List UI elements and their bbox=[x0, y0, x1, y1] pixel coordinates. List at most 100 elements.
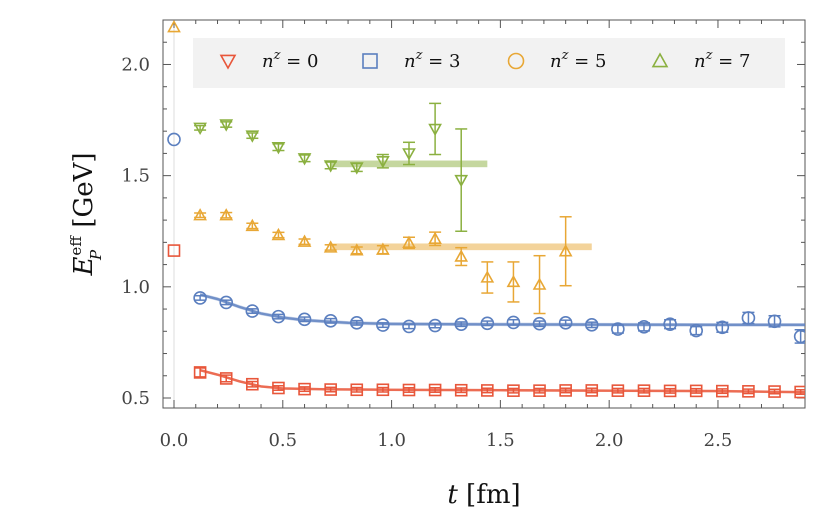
data-point bbox=[716, 384, 729, 398]
legend-label-0: nz = 0 bbox=[262, 48, 318, 72]
legend-background bbox=[193, 38, 785, 88]
data-point bbox=[402, 319, 416, 334]
data-point bbox=[219, 119, 234, 132]
data-point bbox=[193, 291, 207, 305]
data-point bbox=[454, 383, 468, 397]
legend-marker-3 bbox=[651, 52, 669, 68]
x-tick-label: 2.0 bbox=[595, 430, 624, 451]
x-tick-label: 1.5 bbox=[486, 430, 515, 451]
data-point bbox=[689, 323, 704, 338]
x-tick-label: 1.0 bbox=[377, 430, 406, 451]
data-point bbox=[611, 384, 625, 397]
data-point bbox=[297, 153, 312, 166]
data-point bbox=[480, 316, 495, 331]
t0-data-point bbox=[167, 132, 181, 147]
data-point bbox=[402, 148, 416, 161]
data-point bbox=[272, 381, 285, 395]
series-1 bbox=[167, 132, 805, 344]
data-point bbox=[428, 383, 442, 397]
data-point bbox=[349, 243, 364, 256]
data-point bbox=[794, 385, 805, 399]
plot-area bbox=[167, 20, 805, 399]
series-2 bbox=[167, 20, 592, 315]
data-point bbox=[402, 235, 416, 248]
fit-curve bbox=[199, 293, 805, 327]
data-point bbox=[454, 317, 469, 331]
data-point bbox=[532, 316, 547, 331]
legend-label-2: nz = 5 bbox=[550, 48, 606, 72]
legend-marker-2 bbox=[507, 52, 525, 70]
y-tick-label: 0.5 bbox=[121, 388, 150, 409]
data-point bbox=[506, 274, 521, 288]
data-point bbox=[323, 314, 338, 328]
data-point bbox=[376, 242, 390, 255]
legend-label-1: nz = 3 bbox=[404, 48, 460, 72]
series-3 bbox=[193, 102, 488, 232]
data-point bbox=[219, 295, 234, 310]
data-point bbox=[637, 384, 651, 397]
y-tick-label: 1.0 bbox=[121, 277, 150, 298]
data-point bbox=[245, 218, 260, 232]
legend: nz = 0 nz = 3 nz = 5 nz = 7 bbox=[193, 38, 785, 88]
data-point bbox=[611, 322, 625, 336]
data-point bbox=[663, 317, 677, 331]
data-point bbox=[715, 320, 730, 335]
data-point bbox=[558, 316, 573, 330]
data-point bbox=[376, 383, 390, 397]
data-point bbox=[533, 384, 546, 397]
data-point bbox=[271, 309, 286, 324]
data-point bbox=[193, 122, 207, 135]
x-tick-label: 0.5 bbox=[268, 430, 297, 451]
data-point bbox=[219, 208, 234, 221]
x-tick-label: 2.5 bbox=[704, 430, 733, 451]
data-point bbox=[297, 312, 312, 327]
data-point bbox=[768, 385, 781, 398]
data-point bbox=[219, 372, 233, 385]
data-point bbox=[428, 231, 442, 244]
fit-band bbox=[200, 292, 805, 327]
data-point bbox=[767, 314, 782, 329]
y-tick-label: 1.5 bbox=[121, 166, 150, 187]
data-point bbox=[507, 384, 520, 397]
t0-data-point bbox=[167, 20, 181, 33]
axis-ticks: 0.0 0.5 1.0 1.5 2.0 2.5 0.5 1.0 1.5 2.0 bbox=[121, 20, 806, 451]
data-point bbox=[376, 318, 390, 332]
data-point bbox=[428, 123, 442, 137]
data-point bbox=[532, 277, 547, 290]
data-point bbox=[454, 174, 469, 188]
legend-marker-0 bbox=[219, 54, 237, 70]
y-axis-label: Eeff P [GeV] bbox=[67, 152, 105, 276]
data-point bbox=[663, 384, 677, 398]
legend-marker-1 bbox=[362, 53, 378, 69]
data-point bbox=[324, 383, 337, 396]
data-point bbox=[350, 383, 364, 397]
data-point bbox=[585, 384, 599, 397]
data-point bbox=[245, 130, 260, 143]
data-point bbox=[584, 318, 599, 332]
data-point bbox=[506, 315, 521, 330]
data-point bbox=[245, 304, 260, 318]
legend-label-3: nz = 7 bbox=[694, 48, 750, 72]
plot-frame bbox=[162, 19, 806, 409]
data-point bbox=[349, 316, 364, 330]
data-point bbox=[271, 141, 286, 155]
x-axis-label: t [fm] bbox=[447, 480, 520, 510]
data-point bbox=[193, 366, 207, 379]
y-tick-label: 2.0 bbox=[121, 54, 150, 75]
data-point bbox=[323, 160, 338, 173]
data-point bbox=[402, 383, 416, 397]
x-tick-label: 0.0 bbox=[160, 430, 189, 451]
data-point bbox=[559, 384, 572, 397]
data-point bbox=[481, 384, 494, 397]
data-point bbox=[297, 234, 312, 247]
data-point bbox=[323, 240, 338, 253]
data-point bbox=[742, 385, 755, 398]
data-point bbox=[558, 244, 573, 257]
t0-data-point bbox=[167, 244, 181, 257]
data-point bbox=[793, 329, 805, 344]
series-0 bbox=[167, 244, 805, 399]
data-point bbox=[271, 227, 286, 241]
plateau-band bbox=[330, 243, 592, 251]
